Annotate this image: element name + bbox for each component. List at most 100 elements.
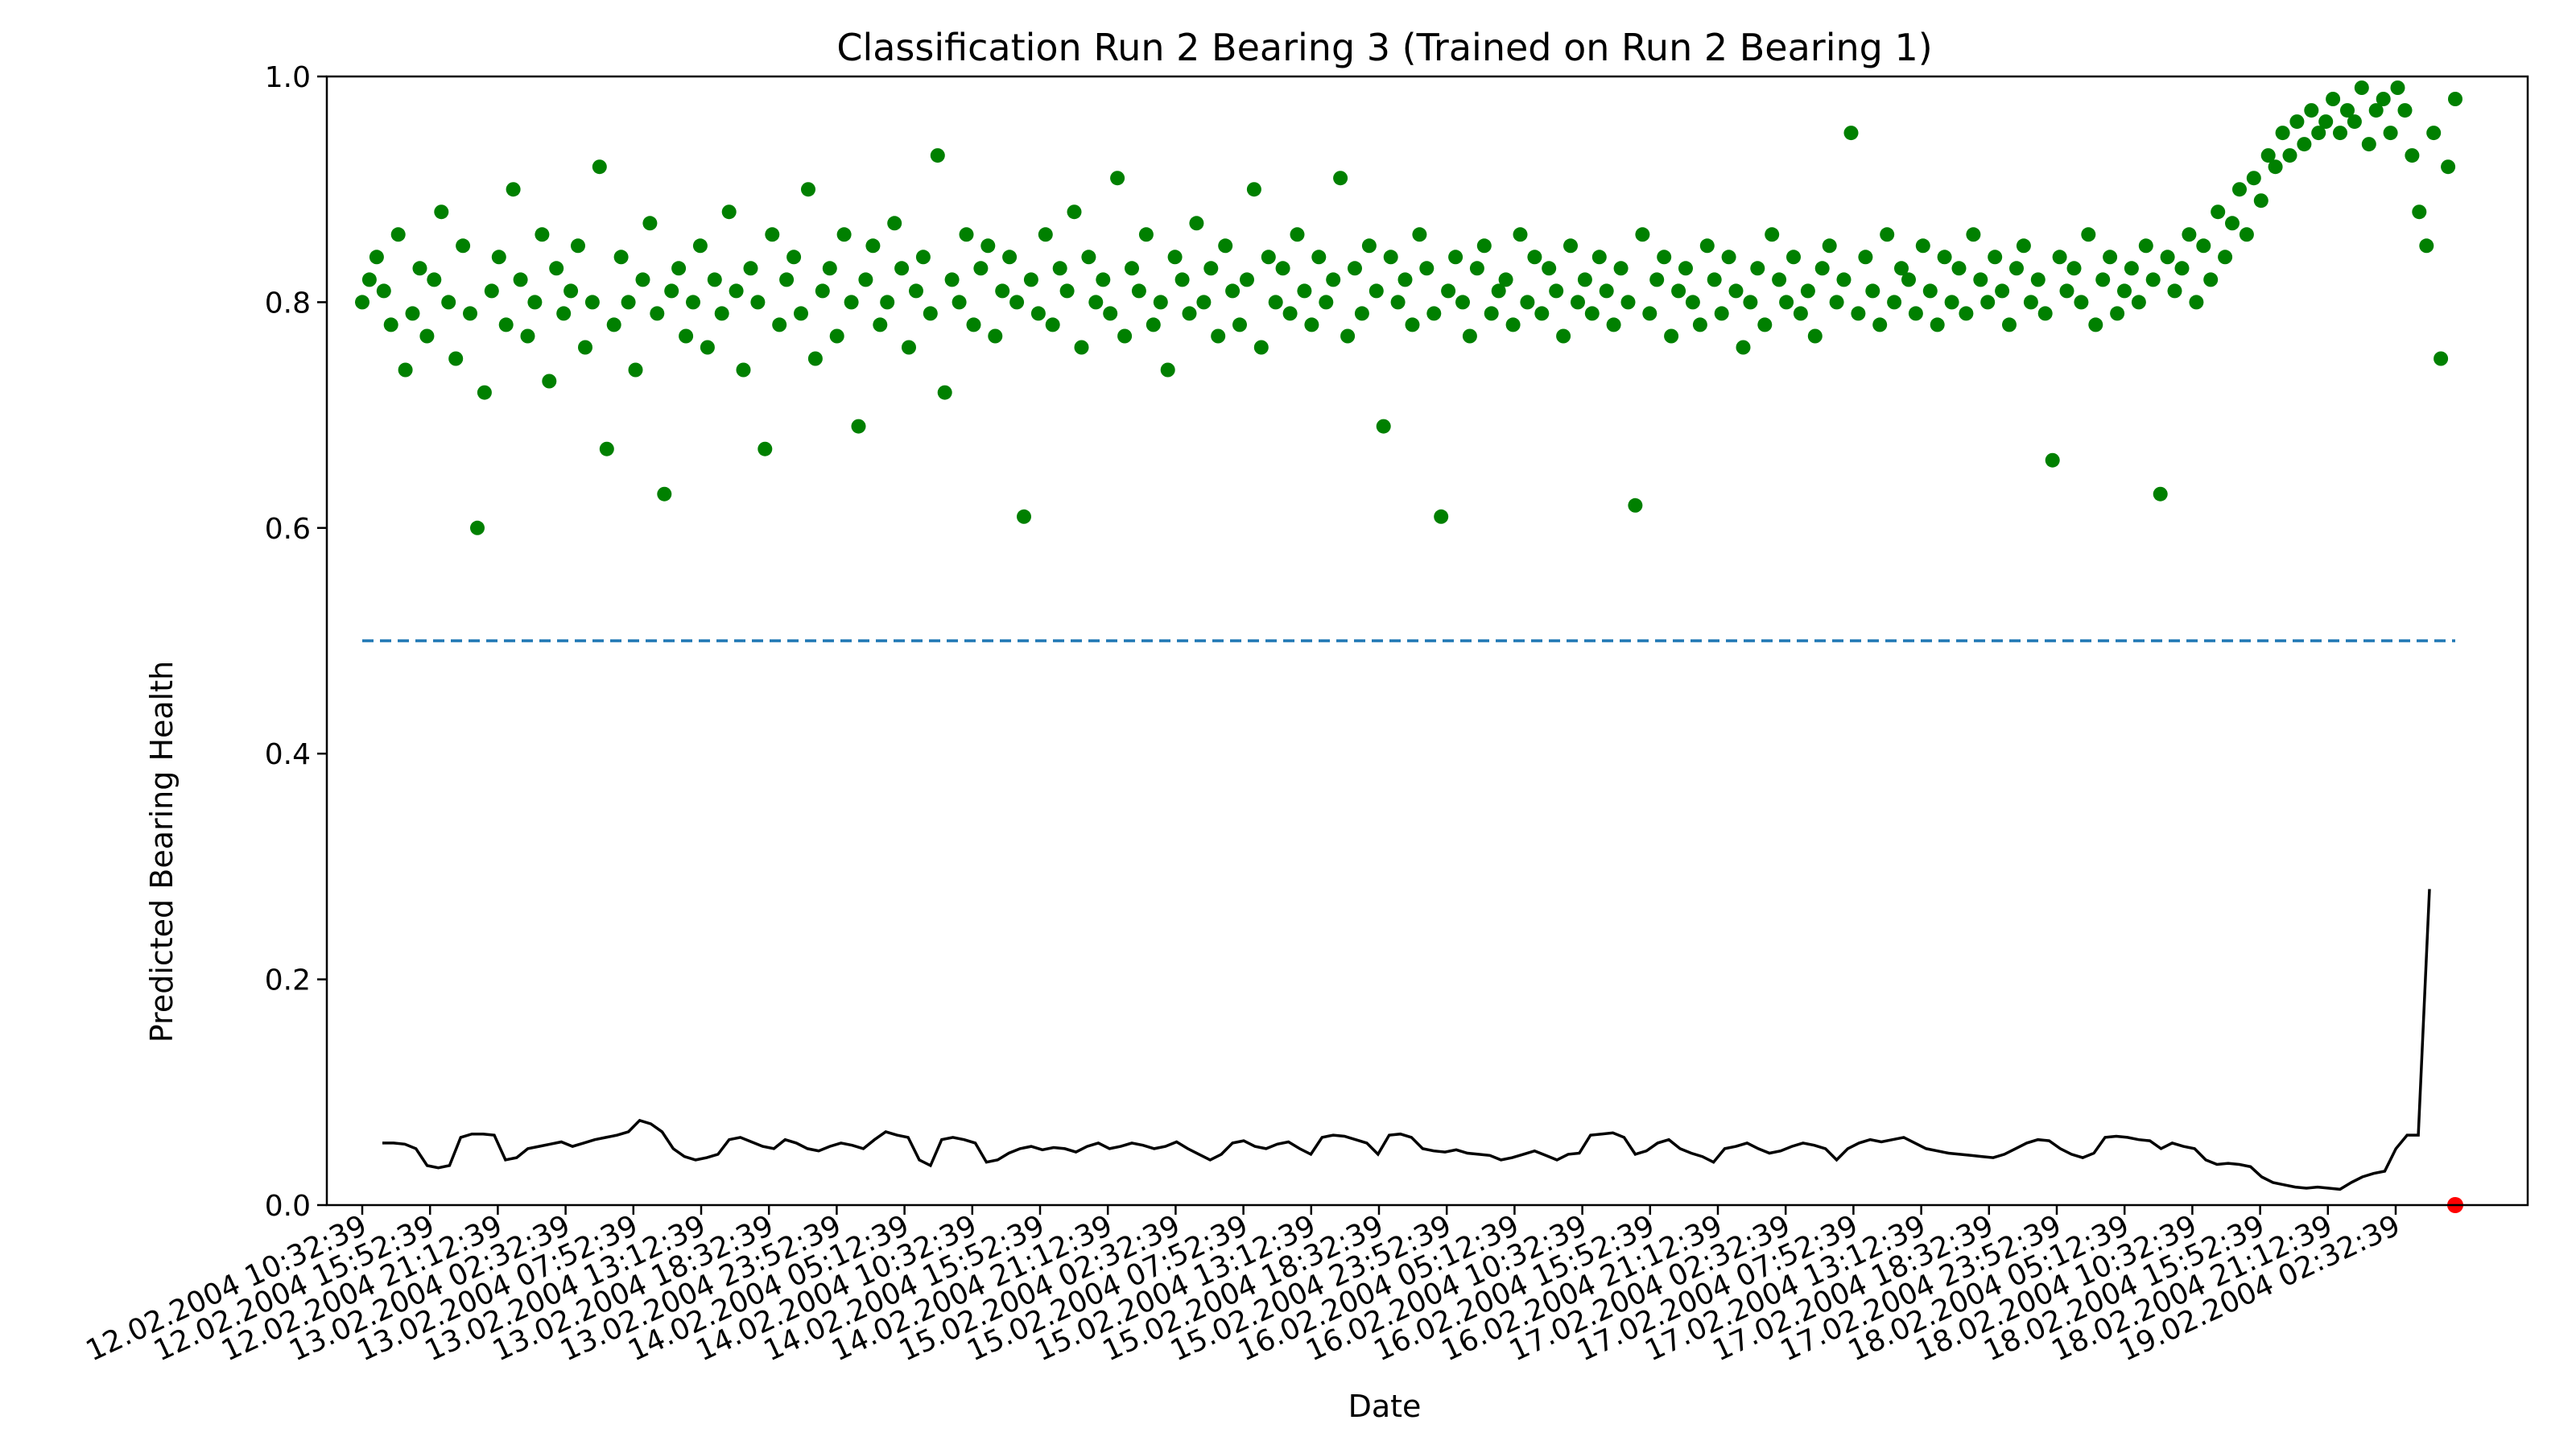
scatter-point xyxy=(556,306,572,321)
scatter-point xyxy=(542,374,557,389)
scatter-point xyxy=(578,340,592,355)
scatter-point xyxy=(1793,306,1808,321)
scatter-point xyxy=(1059,283,1075,299)
scatter-point xyxy=(1110,171,1125,186)
scatter-point xyxy=(1462,328,1477,344)
scatter-point xyxy=(1348,261,1362,276)
scatter-point xyxy=(1901,272,1916,287)
scatter-point xyxy=(635,272,650,287)
scatter-point xyxy=(1980,295,1996,310)
scatter-point xyxy=(2002,317,2017,332)
scatter-point xyxy=(491,250,506,265)
scatter-point xyxy=(980,238,996,254)
scatter-point xyxy=(1858,250,1873,265)
scatter-point xyxy=(1469,261,1484,276)
scatter-point xyxy=(355,295,369,310)
scatter-point xyxy=(1930,317,1945,332)
scatter-point xyxy=(1944,295,1959,310)
scatter-point xyxy=(1491,283,1506,299)
scatter-point xyxy=(1412,227,1427,242)
scatter-point xyxy=(2153,486,2168,502)
scatter-point xyxy=(1571,295,1585,310)
scatter-point xyxy=(1988,250,2003,265)
scatter-point xyxy=(750,295,766,310)
scatter-point xyxy=(1232,317,1247,332)
y-tick-label: 0.0 xyxy=(265,1190,311,1223)
scatter-point xyxy=(2448,92,2462,106)
scatter-point xyxy=(606,317,621,332)
scatter-point xyxy=(369,250,384,265)
scatter-point xyxy=(1311,250,1327,265)
scatter-point xyxy=(894,261,910,276)
scatter-point xyxy=(2419,238,2434,254)
scatter-point xyxy=(1505,317,1521,332)
scatter-point xyxy=(2023,295,2038,310)
scatter-point xyxy=(1455,295,1470,310)
scatter-point xyxy=(2196,238,2211,254)
scatter-point xyxy=(1017,509,1031,524)
scatter-point xyxy=(642,216,658,231)
scatter-point xyxy=(448,351,464,366)
scatter-point xyxy=(2297,137,2312,152)
scatter-point xyxy=(657,486,672,502)
scatter-point xyxy=(765,227,780,242)
scatter-point xyxy=(973,261,989,276)
scatter-point xyxy=(2052,250,2067,265)
scatter-point xyxy=(1542,261,1557,276)
scatter-point xyxy=(1613,261,1629,276)
scatter-point xyxy=(1030,306,1046,321)
scatter-point xyxy=(535,227,550,242)
scatter-point xyxy=(2189,295,2204,310)
scatter-point xyxy=(1800,283,1815,299)
scatter-point xyxy=(1426,306,1442,321)
scatter-point xyxy=(2160,250,2175,265)
scatter-point xyxy=(361,272,377,287)
scatter-point xyxy=(383,317,398,332)
scatter-point xyxy=(2088,317,2103,332)
scatter-point xyxy=(2318,114,2334,130)
scatter-point xyxy=(844,295,859,310)
scatter-point xyxy=(1591,250,1607,265)
scatter-point xyxy=(2131,295,2146,310)
scatter-point xyxy=(1620,295,1636,310)
plot-frame xyxy=(325,75,2529,1207)
scatter-point xyxy=(721,204,737,220)
scatter-point xyxy=(2037,306,2053,321)
scatter-point xyxy=(1096,272,1111,287)
scatter-point xyxy=(2426,126,2442,141)
scatter-point xyxy=(679,328,694,344)
scatter-point xyxy=(2009,261,2024,276)
scatter-point xyxy=(858,272,873,287)
scatter-point xyxy=(1225,283,1241,299)
scatter-point xyxy=(944,272,960,287)
scatter-point xyxy=(1081,250,1096,265)
scatter-point xyxy=(1699,238,1715,254)
scatter-point xyxy=(822,261,837,276)
scatter-point xyxy=(1664,328,1679,344)
scatter-point xyxy=(628,362,643,378)
scatter-point xyxy=(2289,114,2305,130)
scatter-point xyxy=(1772,272,1787,287)
scatter-point xyxy=(621,295,636,310)
scatter-point xyxy=(1757,317,1773,332)
scatter-point xyxy=(1340,328,1356,344)
scatter-point xyxy=(801,182,815,197)
scatter-point xyxy=(959,227,974,242)
scatter-point xyxy=(1218,238,1233,254)
scatter-point xyxy=(1045,317,1060,332)
scatter-point xyxy=(664,283,679,299)
scatter-point xyxy=(1196,295,1212,310)
scatter-point xyxy=(1146,317,1161,332)
scatter-point xyxy=(441,295,456,310)
scatter-point xyxy=(1671,283,1686,299)
scatter-point xyxy=(412,261,427,276)
scatter-point xyxy=(2397,103,2413,118)
scatter-point xyxy=(2030,272,2046,287)
scatter-point xyxy=(1807,328,1823,344)
y-tick-label: 1.0 xyxy=(265,61,311,94)
scatter-point xyxy=(1779,295,1794,310)
scatter-point xyxy=(2340,103,2355,118)
scatter-point xyxy=(513,272,528,287)
scatter-point xyxy=(1973,272,1988,287)
